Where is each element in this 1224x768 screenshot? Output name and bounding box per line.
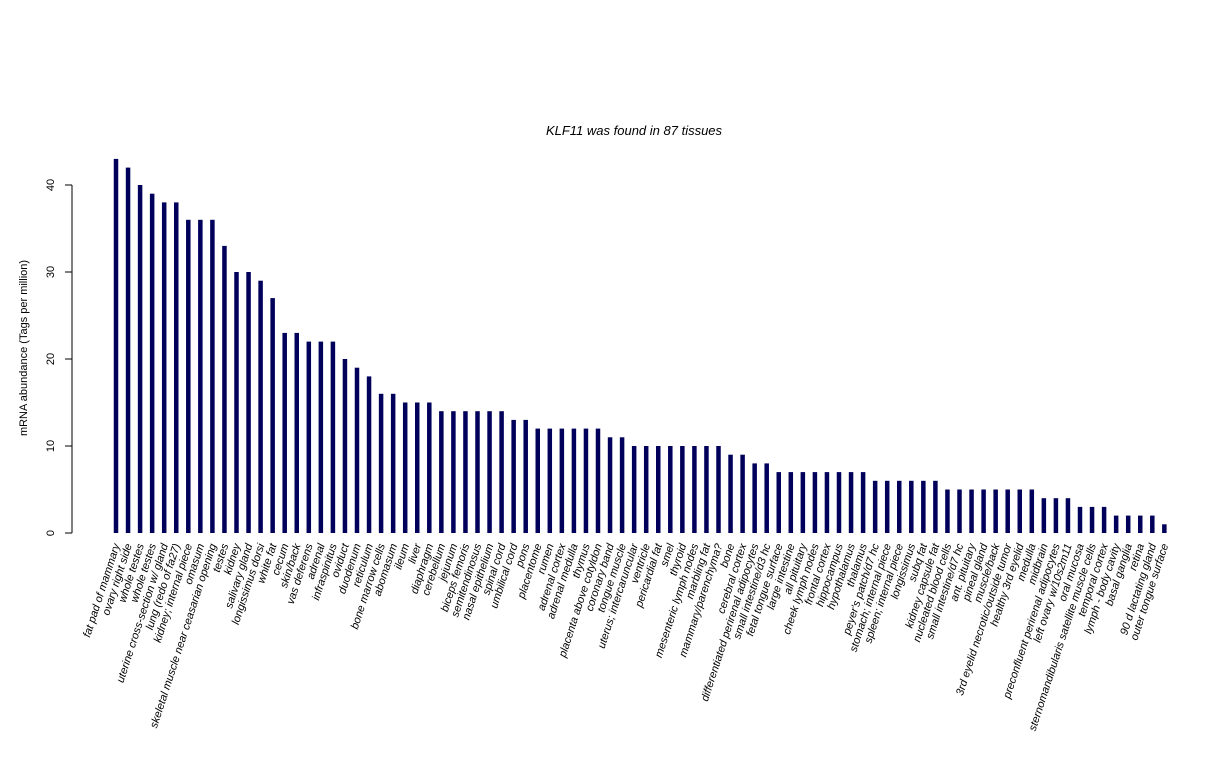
bar <box>1162 524 1167 533</box>
bar <box>1005 489 1010 533</box>
bar <box>559 428 565 533</box>
bar <box>439 411 444 533</box>
bar <box>354 367 360 533</box>
bar <box>270 298 275 533</box>
bar <box>246 272 251 533</box>
bar <box>427 402 432 533</box>
bar <box>1029 489 1035 533</box>
bar <box>294 332 299 533</box>
bar <box>752 463 757 533</box>
bar <box>812 472 818 533</box>
bar <box>728 454 733 533</box>
y-tick-label: 40 <box>45 179 57 191</box>
bar <box>174 202 179 533</box>
bar <box>945 489 950 533</box>
bar <box>836 472 842 533</box>
bar <box>306 341 312 533</box>
bar <box>318 341 324 533</box>
bar <box>342 359 348 533</box>
bar <box>668 446 673 533</box>
bar <box>680 446 685 533</box>
bar <box>547 428 553 533</box>
bar <box>1101 506 1107 533</box>
bar <box>607 437 613 533</box>
bar <box>113 158 119 533</box>
bar <box>402 402 408 533</box>
bar <box>1053 498 1059 533</box>
bar <box>198 219 203 534</box>
bar <box>619 437 625 533</box>
y-tick-label: 30 <box>45 266 57 278</box>
bar <box>390 393 396 533</box>
bar <box>487 411 492 533</box>
bar <box>872 480 878 533</box>
y-tick-label: 20 <box>45 353 57 365</box>
bar <box>981 489 986 533</box>
bar <box>282 332 287 533</box>
bar <box>884 480 890 533</box>
bar <box>330 341 336 533</box>
bar <box>933 480 938 533</box>
bar <box>764 463 769 533</box>
bar <box>1125 515 1131 533</box>
chart-title: KLF11 was found in 87 tissues <box>546 123 723 138</box>
bar <box>969 489 974 533</box>
y-axis-label: mRNA abundance (Tags per million) <box>18 260 30 436</box>
y-tick-label: 0 <box>45 530 57 536</box>
bar <box>897 480 902 533</box>
bar <box>234 272 239 533</box>
bar <box>186 219 191 534</box>
bar <box>535 428 540 533</box>
bar <box>258 280 263 533</box>
bar <box>704 446 709 533</box>
bar <box>511 419 516 533</box>
bar <box>1113 515 1119 533</box>
bar <box>1089 506 1095 533</box>
bar <box>921 480 926 533</box>
bar <box>1150 515 1155 533</box>
bar <box>1041 498 1047 533</box>
bar <box>1077 506 1083 533</box>
bar <box>643 446 649 533</box>
bar <box>909 480 914 533</box>
y-axis: 0 10 20 30 40 <box>45 179 73 536</box>
bar <box>800 472 806 533</box>
bar <box>692 446 697 533</box>
bar <box>125 167 131 533</box>
bar <box>993 489 998 533</box>
bars <box>113 158 1167 534</box>
bar <box>137 185 143 533</box>
bar <box>595 428 601 533</box>
bar <box>149 193 155 533</box>
bar <box>415 402 420 533</box>
bar <box>571 428 577 533</box>
bar <box>161 202 167 533</box>
bar <box>210 219 215 534</box>
bar <box>716 446 721 533</box>
bar <box>378 393 384 533</box>
bar <box>1065 498 1071 533</box>
bar <box>523 419 528 533</box>
bar <box>366 376 372 533</box>
bar <box>656 446 661 533</box>
bar <box>463 411 468 533</box>
bar <box>776 472 781 533</box>
bar <box>499 411 504 533</box>
bar <box>957 489 962 533</box>
bar <box>222 245 227 533</box>
bar <box>451 411 456 533</box>
bar <box>788 472 794 533</box>
bar <box>475 411 480 533</box>
bar <box>583 428 589 533</box>
bar <box>848 472 854 533</box>
bar <box>1138 515 1143 533</box>
bar <box>631 446 637 533</box>
y-tick-label: 10 <box>45 440 57 452</box>
bar <box>860 472 866 533</box>
bar <box>824 472 830 533</box>
bar <box>1017 489 1022 533</box>
bar <box>740 454 745 533</box>
